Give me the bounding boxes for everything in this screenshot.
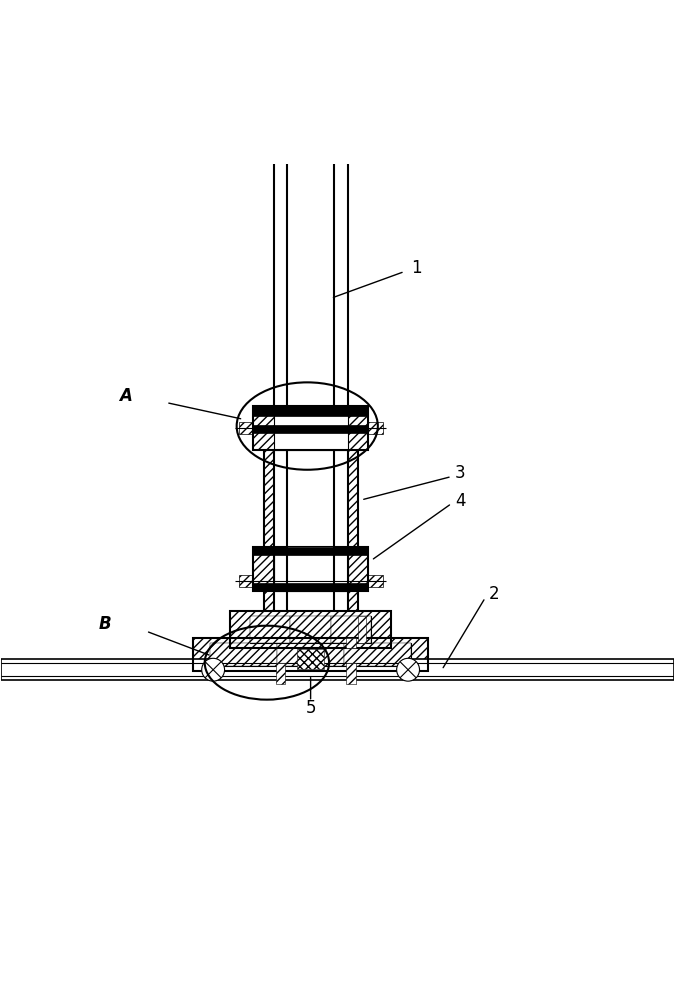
- Bar: [368, 422, 383, 434]
- Bar: [275, 663, 285, 684]
- Bar: [273, 547, 348, 591]
- Bar: [348, 406, 368, 450]
- Bar: [338, 450, 358, 611]
- Bar: [368, 575, 383, 587]
- Bar: [230, 611, 392, 648]
- Bar: [287, 150, 334, 450]
- Bar: [277, 643, 344, 666]
- Bar: [250, 616, 290, 643]
- Bar: [250, 616, 371, 643]
- Bar: [254, 583, 368, 591]
- Bar: [1, 659, 674, 680]
- Text: B: B: [99, 615, 111, 633]
- Bar: [239, 422, 254, 434]
- Bar: [334, 450, 348, 611]
- Bar: [193, 638, 428, 671]
- Bar: [346, 663, 356, 684]
- Text: A: A: [119, 387, 132, 405]
- Bar: [254, 425, 368, 433]
- Bar: [239, 575, 254, 587]
- Text: 1: 1: [412, 259, 422, 277]
- Bar: [254, 406, 368, 416]
- Bar: [287, 547, 334, 591]
- Bar: [331, 616, 371, 643]
- Circle shape: [397, 658, 419, 681]
- Bar: [334, 150, 348, 450]
- Bar: [254, 406, 273, 450]
- Bar: [254, 547, 368, 555]
- Bar: [358, 616, 367, 643]
- Text: 2: 2: [489, 585, 500, 603]
- Bar: [210, 643, 412, 666]
- Circle shape: [202, 658, 225, 681]
- Bar: [210, 643, 277, 666]
- Bar: [273, 150, 287, 450]
- Bar: [287, 450, 334, 611]
- Bar: [290, 616, 331, 643]
- Bar: [297, 649, 324, 669]
- Bar: [273, 406, 348, 450]
- Bar: [254, 547, 368, 591]
- Bar: [254, 547, 273, 591]
- Bar: [254, 406, 368, 450]
- Bar: [263, 450, 284, 611]
- Bar: [193, 638, 428, 671]
- Text: 4: 4: [455, 492, 466, 510]
- Bar: [346, 638, 356, 648]
- Text: 5: 5: [305, 699, 316, 717]
- Bar: [344, 643, 412, 666]
- Text: 3: 3: [455, 464, 466, 482]
- Bar: [273, 450, 287, 611]
- Bar: [230, 611, 392, 648]
- Bar: [348, 547, 368, 591]
